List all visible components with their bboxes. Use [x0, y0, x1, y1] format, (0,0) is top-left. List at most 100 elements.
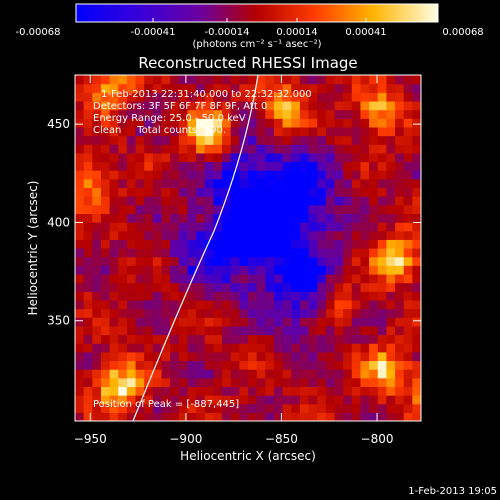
heatmap-cell [213, 299, 223, 310]
heatmap-cell [204, 109, 214, 119]
heatmap-cell [196, 343, 206, 353]
heatmap-cell [334, 144, 344, 154]
heatmap-cell [377, 334, 387, 344]
heatmap-cell [403, 152, 413, 163]
heatmap-cell [265, 334, 275, 344]
heatmap-cell [395, 144, 405, 154]
heatmap-cell [92, 248, 102, 258]
heatmap-cell [135, 282, 145, 292]
heatmap-cell [386, 325, 396, 336]
heatmap-cell [325, 317, 336, 327]
heatmap-cell [265, 395, 275, 405]
heatmap-cell [317, 360, 327, 370]
heatmap-cell [222, 369, 232, 379]
heatmap-cell [273, 100, 284, 111]
heatmap-cell [360, 144, 370, 154]
heatmap-cell [334, 412, 344, 421]
heatmap-cell [222, 75, 232, 85]
heatmap-cell [351, 334, 362, 344]
heatmap-cell [395, 109, 405, 119]
heatmap-cell [412, 222, 421, 232]
heatmap-cell [369, 135, 379, 145]
heatmap-cell [386, 230, 396, 240]
heatmap-cell [256, 152, 266, 163]
heatmap-cell [386, 412, 396, 421]
heatmap-cell [248, 273, 258, 284]
heatmap-cell [83, 213, 93, 223]
heatmap-cell [109, 92, 119, 102]
heatmap-cell [369, 230, 379, 240]
heatmap-cell [161, 109, 171, 119]
heatmap-cell [334, 360, 344, 370]
heatmap-cell [334, 403, 344, 413]
heatmap-cell [369, 351, 379, 362]
heatmap-cell [343, 213, 353, 223]
heatmap-cell [144, 369, 154, 379]
heatmap-cell [196, 118, 206, 128]
heatmap-cell [299, 239, 310, 249]
heatmap-cell [213, 230, 223, 240]
heatmap-cell [83, 196, 93, 206]
heatmap-cell [308, 412, 318, 421]
heatmap-cell [248, 299, 258, 310]
heatmap-cell [118, 178, 128, 189]
heatmap-cell [213, 377, 223, 387]
heatmap-cell [273, 248, 284, 258]
heatmap-cell [299, 248, 310, 258]
heatmap-cell [170, 395, 180, 405]
heatmap-cell [178, 291, 189, 301]
heatmap-cell [152, 325, 163, 336]
heatmap-cell [412, 187, 421, 197]
heatmap-cell [360, 196, 370, 206]
heatmap-cell [75, 83, 85, 93]
heatmap-cell [343, 265, 353, 275]
heatmap-cell [187, 109, 197, 119]
heatmap-cell [386, 196, 396, 206]
heatmap-cell [317, 187, 327, 197]
heatmap-cell [412, 369, 421, 379]
heatmap-cell [230, 369, 240, 379]
heatmap-cell [273, 75, 284, 85]
heatmap-cell [377, 213, 387, 223]
heatmap-cell [178, 299, 189, 310]
heatmap-cell [222, 222, 232, 232]
heatmap-cell [282, 412, 292, 421]
heatmap-cell [299, 152, 310, 163]
heatmap-cell [395, 377, 405, 387]
heatmap-cell [144, 187, 154, 197]
heatmap-cell [100, 204, 111, 214]
heatmap-cell [83, 334, 93, 344]
heatmap-cell [395, 334, 405, 344]
heatmap-cell [386, 265, 396, 275]
heatmap-cell [377, 403, 387, 413]
heatmap-cell [161, 152, 171, 163]
heatmap-cell [109, 144, 119, 154]
heatmap-cell [144, 161, 154, 171]
heatmap-cell [308, 317, 318, 327]
heatmap-cell [170, 386, 180, 396]
heatmap-cell [403, 161, 413, 171]
heatmap-cell [75, 239, 85, 249]
heatmap-cell [377, 83, 387, 93]
heatmap-cell [325, 360, 336, 370]
heatmap-cell [299, 118, 310, 128]
heatmap-cell [230, 152, 240, 163]
heatmap-cell [299, 222, 310, 232]
heatmap-cell [317, 299, 327, 310]
heatmap-cell [248, 135, 258, 145]
heatmap-cell [170, 144, 180, 154]
heatmap-cell [325, 395, 336, 405]
heatmap-cell [299, 386, 310, 396]
heatmap-cell [248, 386, 258, 396]
heatmap-cell [100, 239, 111, 249]
heatmap-cell [92, 161, 102, 171]
heatmap-cell [360, 351, 370, 362]
heatmap-cell [291, 265, 301, 275]
heatmap-cell [187, 161, 197, 171]
heatmap-cell [196, 325, 206, 336]
heatmap-cell [273, 83, 284, 93]
heatmap-cell [343, 360, 353, 370]
heatmap-cell [239, 317, 249, 327]
heatmap-cell [222, 187, 232, 197]
heatmap-cell [386, 118, 396, 128]
